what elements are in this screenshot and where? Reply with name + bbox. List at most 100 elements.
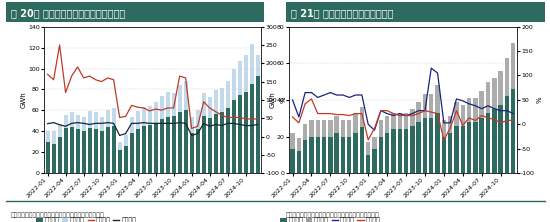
Bar	[492, 109, 497, 173]
Bar	[410, 109, 415, 126]
Bar	[460, 105, 465, 126]
Bar	[448, 116, 452, 133]
Bar	[354, 113, 358, 133]
Bar	[100, 131, 104, 173]
Bar	[347, 120, 351, 137]
Bar	[467, 122, 471, 173]
Bar	[172, 93, 176, 116]
Bar	[244, 55, 248, 91]
Bar	[160, 96, 164, 119]
Bar	[480, 91, 484, 118]
Bar	[190, 117, 194, 133]
Bar	[473, 122, 477, 173]
Bar	[207, 118, 212, 173]
Bar	[328, 137, 333, 173]
Bar	[360, 107, 364, 127]
Bar	[196, 129, 200, 173]
Bar	[153, 102, 158, 123]
Bar	[366, 155, 370, 173]
Bar	[219, 113, 224, 173]
Bar	[322, 137, 326, 173]
Bar	[141, 126, 146, 173]
Bar	[219, 88, 224, 113]
Bar	[75, 115, 80, 129]
Bar	[135, 111, 140, 129]
Bar	[334, 133, 339, 173]
Bar	[309, 120, 313, 137]
Bar	[341, 120, 345, 137]
Y-axis label: %: %	[536, 97, 542, 103]
Bar	[226, 81, 230, 108]
Bar	[250, 84, 254, 173]
Bar	[416, 102, 421, 122]
Y-axis label: GWh: GWh	[21, 91, 27, 108]
Bar	[316, 137, 320, 173]
Bar	[436, 85, 440, 113]
Bar	[147, 125, 152, 173]
Bar	[511, 89, 515, 173]
Bar	[442, 137, 446, 173]
Bar	[129, 133, 134, 173]
Bar	[416, 122, 421, 173]
Bar	[354, 133, 358, 173]
Bar	[184, 110, 188, 173]
Bar	[100, 117, 104, 131]
Bar	[296, 151, 301, 173]
Bar	[391, 113, 395, 129]
Bar	[166, 117, 170, 173]
Bar	[118, 150, 122, 173]
Bar	[46, 131, 50, 142]
Bar	[398, 113, 402, 129]
Bar	[448, 133, 452, 173]
Bar	[213, 113, 218, 173]
Bar	[404, 129, 408, 173]
Bar	[201, 116, 206, 173]
Bar	[160, 119, 164, 173]
Bar	[196, 110, 200, 129]
Bar	[94, 129, 98, 173]
Bar	[486, 82, 490, 113]
Bar	[511, 43, 515, 89]
Bar	[106, 127, 109, 173]
Bar	[238, 61, 242, 95]
Bar	[429, 94, 433, 118]
Bar	[135, 129, 140, 173]
Bar	[454, 126, 459, 173]
Text: 数据来源：中国汽车动力电池产业创新联盟，新湖研究所: 数据来源：中国汽车动力电池产业创新联盟，新湖研究所	[286, 212, 379, 218]
Bar	[184, 81, 188, 110]
Bar	[87, 128, 92, 173]
Bar	[480, 118, 484, 173]
Bar	[460, 126, 465, 173]
Bar	[52, 144, 56, 173]
Bar	[341, 137, 345, 173]
Bar	[360, 127, 364, 173]
Bar	[124, 146, 128, 173]
Bar	[69, 113, 74, 127]
Bar	[429, 118, 433, 173]
Bar	[118, 142, 122, 150]
Bar	[505, 96, 509, 173]
Bar	[178, 113, 182, 173]
Bar	[106, 110, 109, 127]
Bar	[112, 108, 116, 126]
Bar	[404, 113, 408, 129]
Bar	[141, 107, 146, 126]
Bar	[124, 135, 128, 146]
Bar	[385, 133, 389, 173]
Bar	[172, 116, 176, 173]
Bar	[290, 149, 295, 173]
Bar	[178, 85, 182, 113]
Bar	[75, 129, 80, 173]
Bar	[69, 127, 74, 173]
Bar	[94, 113, 98, 129]
Bar	[238, 95, 242, 173]
Bar	[385, 116, 389, 133]
Legend: 磷酸鐵锂, 三元材料, 合计同比, 合计环比: 磷酸鐵锂, 三元材料, 合计同比, 合计环比	[280, 217, 381, 222]
Bar	[190, 133, 194, 173]
Bar	[58, 124, 62, 137]
Bar	[492, 78, 497, 109]
Bar	[153, 123, 158, 173]
Bar	[81, 117, 86, 131]
Bar	[296, 138, 301, 151]
Bar	[256, 76, 260, 173]
